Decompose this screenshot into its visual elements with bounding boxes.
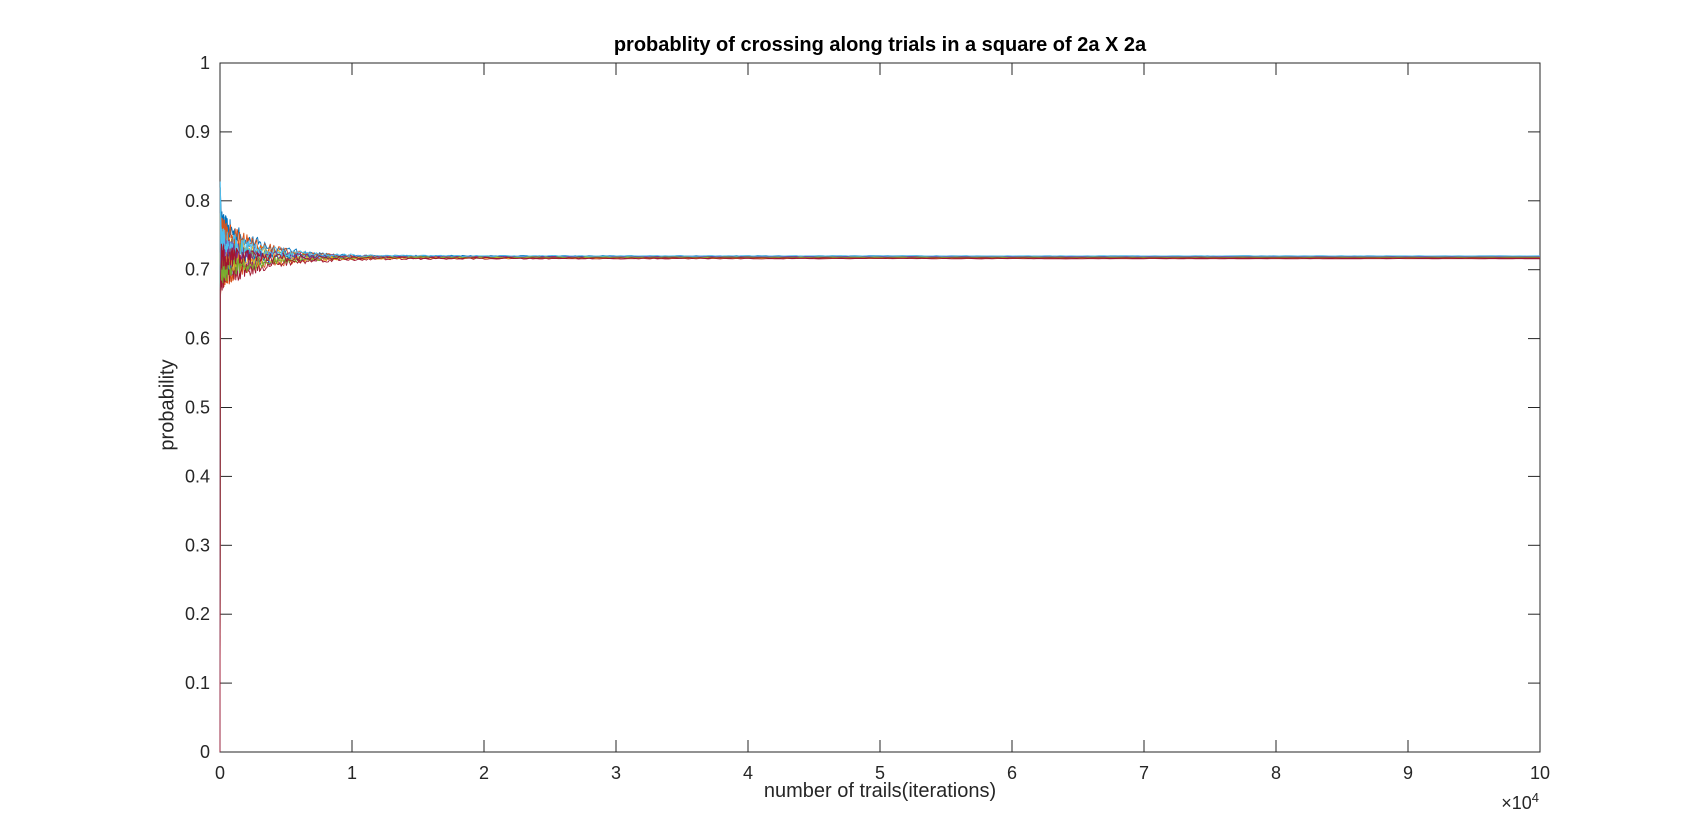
- series-line-6: [219, 239, 1541, 753]
- series-line-4: [219, 254, 1541, 753]
- x-tick-label: 9: [1403, 763, 1413, 783]
- x-tick-label: 4: [743, 763, 753, 783]
- y-tick-label: 0.3: [185, 535, 210, 555]
- x-tick-label: 7: [1139, 763, 1149, 783]
- y-tick-label: 0.6: [185, 329, 210, 349]
- series-line-7: [219, 257, 1541, 753]
- x-tick-label: 6: [1007, 763, 1017, 783]
- x-tick-label: 10: [1530, 763, 1550, 783]
- series-line-1: [219, 187, 1541, 753]
- x-tick-label: 0: [215, 763, 225, 783]
- chart-title: probablity of crossing along trials in a…: [613, 34, 1147, 56]
- series-line-11: [219, 236, 1541, 753]
- y-tick-label: 0.2: [185, 604, 210, 624]
- y-tick-label: 1: [200, 53, 210, 73]
- y-tick-label: 0.1: [185, 673, 210, 693]
- y-tick-label: 0: [200, 742, 210, 762]
- axes-box: [219, 62, 1541, 753]
- y-tick-label: 0.8: [185, 191, 210, 211]
- y-tick-label: 0.4: [185, 466, 210, 486]
- y-tick-label: 0.9: [185, 122, 210, 142]
- series-line-10: [219, 251, 1541, 753]
- series-line-14: [219, 243, 1541, 753]
- x-axis-label: number of trails(iterations): [763, 780, 997, 802]
- x-tick-label: 2: [479, 763, 489, 783]
- x-tick-label: 1: [347, 763, 357, 783]
- series-line-8: [219, 235, 1541, 753]
- x-tick-label: 3: [611, 763, 621, 783]
- y-axis-label: probability: [156, 359, 179, 451]
- series-line-13: [219, 181, 1541, 753]
- x-exponent-power: 4: [1531, 790, 1539, 805]
- x-tick-label: 8: [1271, 763, 1281, 783]
- series-line-3: [219, 213, 1541, 753]
- series-line-9: [219, 187, 1541, 753]
- x-axis-exponent: ×104: [1501, 790, 1539, 814]
- x-tick-label: 5: [875, 763, 885, 783]
- x-exponent-base: ×10: [1501, 793, 1532, 813]
- series-line-12: [219, 255, 1541, 753]
- series-line-2: [219, 256, 1541, 753]
- series-line-5: [219, 235, 1541, 753]
- y-tick-label: 0.7: [185, 260, 210, 280]
- y-tick-label: 0.5: [185, 398, 210, 418]
